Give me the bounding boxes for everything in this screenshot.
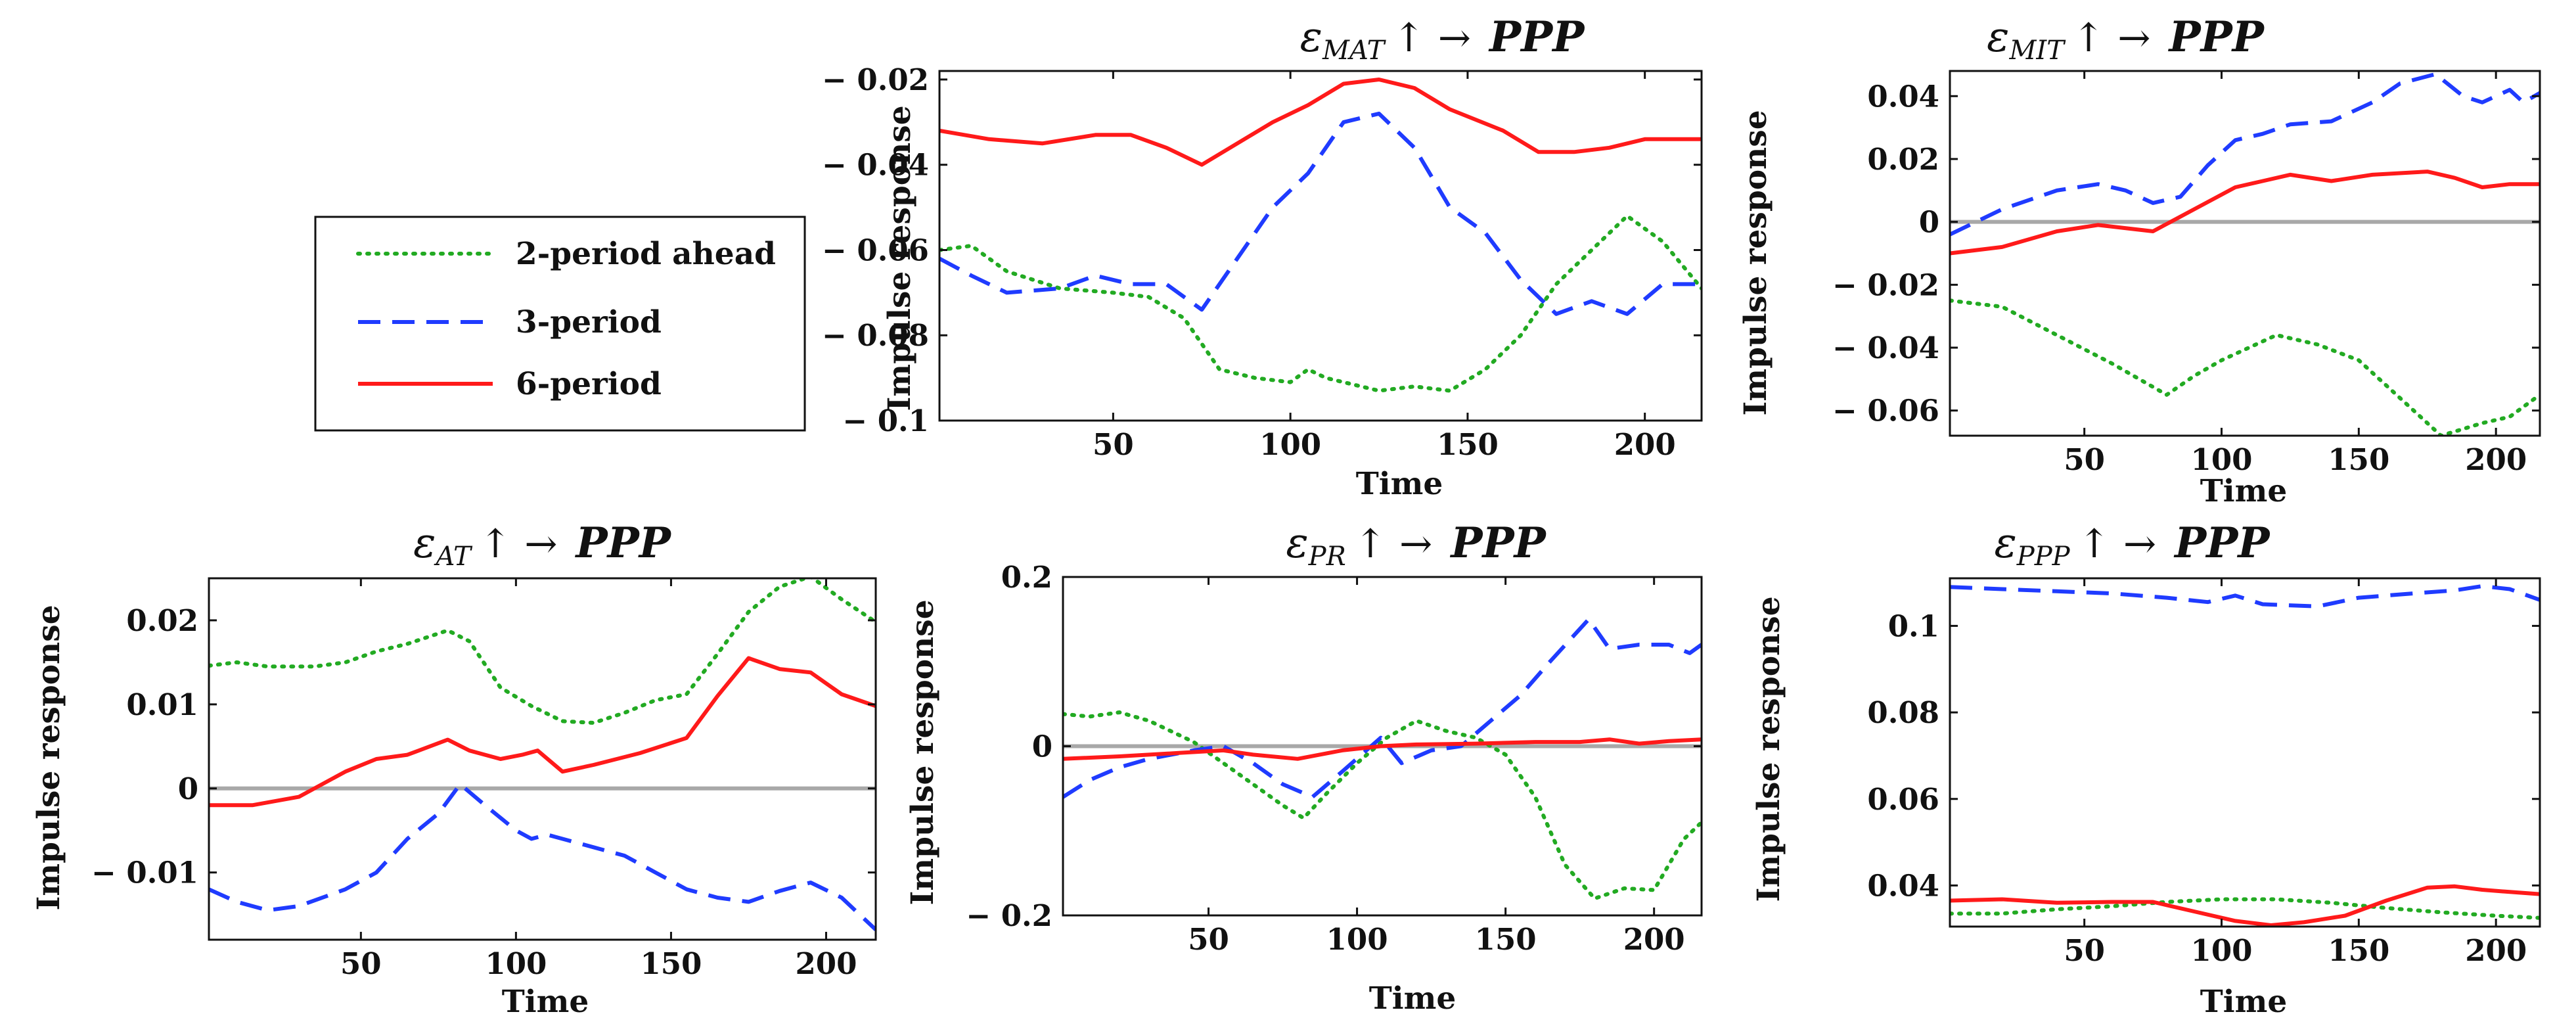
x-tick-label: 200	[1623, 922, 1685, 957]
x-tick-label: 50	[2064, 442, 2105, 477]
y-axis-label: Impulse response	[1751, 596, 1787, 902]
x-tick-label: 50	[1188, 922, 1229, 957]
x-tick-label: 150	[2328, 933, 2389, 968]
x-tick-label: 200	[2465, 442, 2527, 477]
panel-mat: εMAT ↑ → PPP Impulse response Time 50 100 15…	[822, 12, 1703, 502]
x-tick-label: 100	[485, 946, 547, 981]
series-line-6-period	[1063, 737, 1702, 761]
y-tick-label: − 0.1	[842, 403, 929, 438]
series-line-2-period-ahead	[1950, 298, 2540, 436]
series-line-3-period	[1063, 617, 1702, 799]
panel-title: εMAT ↑ → PPP	[1300, 12, 1586, 66]
series-line-3-period	[1950, 584, 2540, 609]
y-tick-label: 0.08	[1867, 695, 1939, 730]
series-line-6-period	[1950, 170, 2540, 256]
series-line-3-period	[939, 111, 1702, 316]
x-tick-label: 200	[795, 946, 857, 981]
x-tick-label: 100	[1259, 427, 1321, 462]
x-tick-label: 100	[2191, 933, 2253, 968]
x-tick-label: 50	[2064, 933, 2105, 968]
panel-title: εPR ↑ → PPP	[1286, 518, 1547, 572]
y-axis-label: Impulse response	[1738, 110, 1774, 415]
x-tick-label: 150	[2328, 442, 2389, 477]
x-tick-label: 150	[1475, 922, 1537, 957]
series-line-3-period	[1950, 72, 2540, 237]
series-line-2-period-ahead	[939, 214, 1702, 393]
x-tick-label: 100	[1326, 922, 1388, 957]
panel-at: εAT ↑ → PPP Impulse response Time 50 100 150…	[31, 518, 877, 1020]
plot-frame	[208, 577, 877, 941]
y-axis-label: Impulse response	[31, 605, 67, 910]
y-tick-label: 0	[178, 771, 198, 806]
plot-area	[209, 578, 876, 931]
x-axis-label: Time	[2200, 984, 2287, 1020]
y-tick-label: − 0.06	[822, 233, 929, 267]
x-axis-label: Time	[1356, 466, 1443, 502]
x-tick-label: 100	[2191, 442, 2253, 477]
y-tick-label: 0.04	[1867, 79, 1939, 114]
y-tick-label: 0.02	[126, 603, 198, 638]
series-line-3-period	[209, 782, 876, 931]
x-axis-label: Time	[2200, 473, 2287, 509]
y-tick-label: − 0.04	[822, 148, 929, 183]
y-axis-label: Impulse response	[905, 599, 941, 905]
y-tick-label: 0.1	[1888, 609, 1939, 643]
plot-area	[1950, 72, 2540, 436]
x-axis-label: Time	[502, 984, 589, 1020]
panel-mit: εMIT ↑ → PPP Impulse response Time 50 100 15…	[1738, 12, 2541, 509]
series-line-2-period-ahead	[209, 578, 876, 725]
plot-frame	[938, 70, 1703, 422]
panel-ppp: εPPP ↑ → PPP Impulse response Time 50 100 15…	[1751, 518, 2541, 1020]
panel-title: εAT ↑ → PPP	[413, 518, 672, 572]
panel-title: εPPP ↑ → PPP	[1994, 518, 2271, 572]
legend-label-3-period: 3-period	[516, 304, 662, 340]
panel-pr: εPR ↑ → PPP Impulse response Time 50 100 150…	[905, 518, 1703, 1017]
y-tick-label: 0.06	[1867, 782, 1939, 817]
plot-frame	[1949, 577, 2541, 928]
series-line-6-period	[1950, 884, 2540, 927]
legend: 2-period ahead 3-period 6-period	[314, 216, 806, 432]
y-tick-label: − 0.06	[1832, 394, 1939, 428]
series-line-2-period-ahead	[1063, 710, 1702, 901]
y-tick-label: 0.02	[1867, 142, 1939, 177]
series-line-6-period	[939, 78, 1702, 167]
plot-area	[1950, 584, 2540, 927]
y-tick-label: − 0.02	[822, 62, 929, 97]
y-tick-label: − 0.02	[1832, 267, 1939, 302]
x-tick-label: 200	[2465, 933, 2527, 968]
y-axis-label: Impulse response	[882, 105, 918, 411]
x-tick-label: 50	[1093, 427, 1134, 462]
plot-area	[1063, 617, 1702, 901]
y-tick-label: 0.01	[126, 687, 198, 722]
x-tick-label: 150	[640, 946, 702, 981]
y-tick-label: − 0.2	[966, 898, 1052, 933]
x-axis-label: Time	[1369, 980, 1456, 1017]
legend-label-2-period: 2-period ahead	[516, 236, 776, 272]
panel-title: εMIT ↑ → PPP	[1987, 12, 2265, 66]
x-tick-label: 50	[340, 946, 382, 981]
y-tick-label: − 0.01	[91, 856, 198, 890]
legend-label-6-period: 6-period	[516, 366, 662, 402]
y-tick-label: 0	[1919, 205, 1939, 240]
y-tick-label: − 0.04	[1832, 331, 1939, 365]
y-tick-label: 0.04	[1867, 868, 1939, 903]
x-tick-label: 200	[1614, 427, 1676, 462]
plot-frame	[1949, 70, 2541, 437]
plot-area	[939, 78, 1702, 393]
x-tick-label: 150	[1437, 427, 1499, 462]
series-line-6-period	[209, 656, 876, 808]
y-tick-label: 0	[1032, 729, 1052, 764]
y-tick-label: 0.2	[1001, 560, 1052, 595]
y-tick-label: − 0.08	[822, 318, 929, 353]
